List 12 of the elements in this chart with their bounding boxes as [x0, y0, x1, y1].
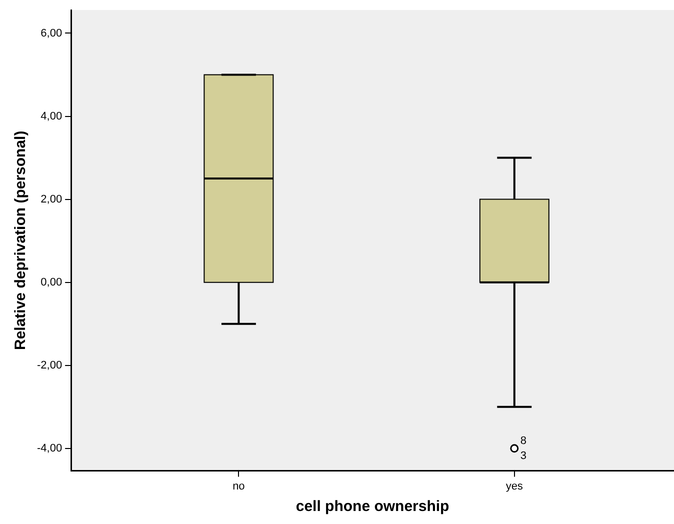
- annotation: 8: [520, 434, 526, 447]
- y-tick-label: 0,00: [40, 276, 62, 288]
- y-tick-label: -4,00: [36, 442, 62, 454]
- annotation: 3: [520, 450, 526, 462]
- y-tick-label: 2,00: [40, 193, 62, 206]
- y-tick-label: 6,00: [40, 27, 62, 40]
- y-tick-label: 4,00: [40, 110, 62, 122]
- x-axis-title: cell phone ownership: [296, 498, 450, 516]
- y-axis-title: Relative deprivation (personal): [12, 130, 30, 350]
- x-tick-label: yes: [506, 480, 524, 492]
- x-tick-label: no: [232, 480, 245, 492]
- y-tick-label: -2,00: [36, 359, 62, 372]
